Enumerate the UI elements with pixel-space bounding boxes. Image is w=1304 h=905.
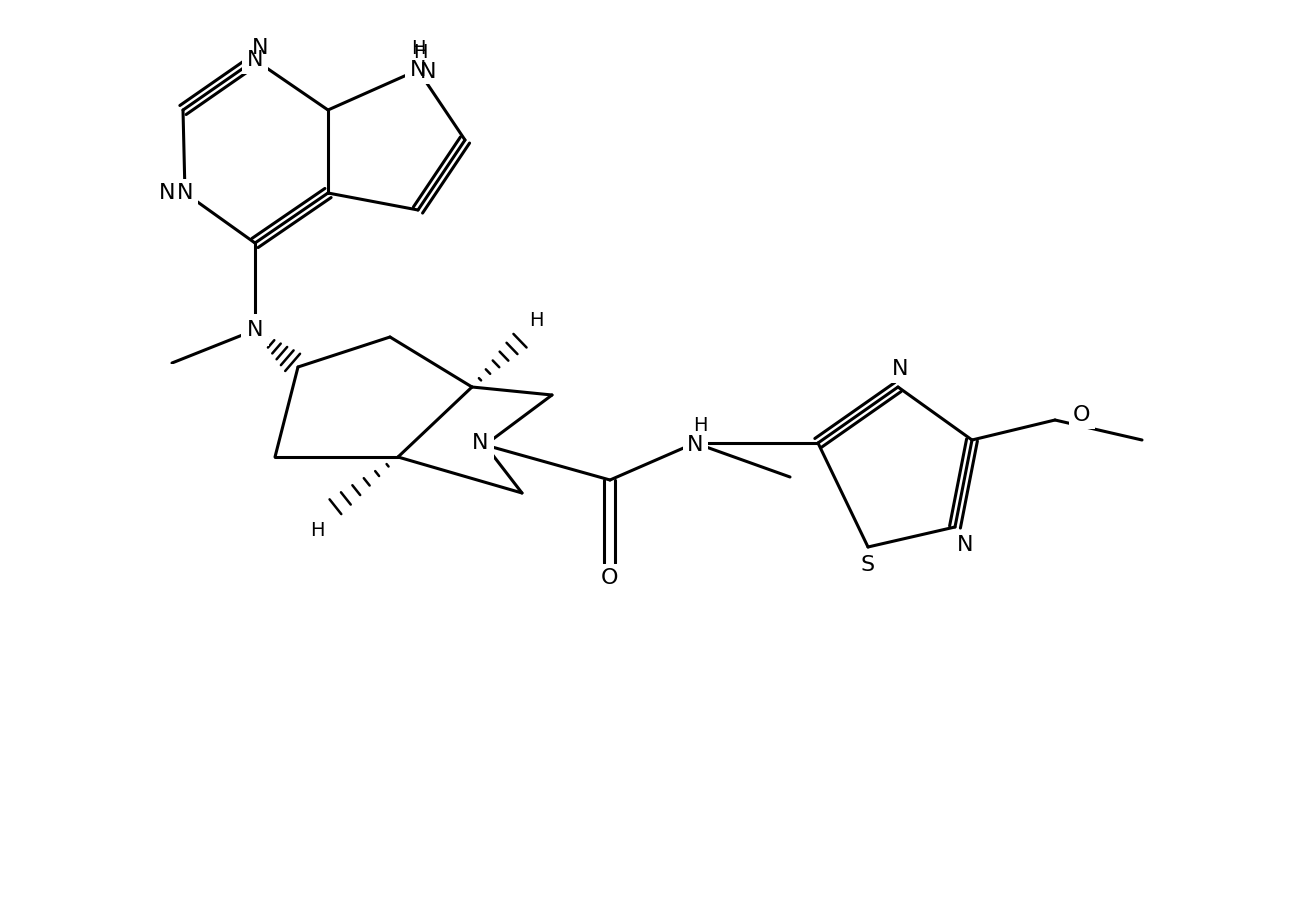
- Text: H: H: [692, 415, 707, 434]
- Text: O: O: [1073, 405, 1090, 425]
- Text: H: H: [413, 43, 428, 62]
- Text: N: N: [472, 433, 488, 453]
- Text: H: H: [528, 311, 544, 330]
- Text: N: N: [177, 183, 193, 203]
- Text: N: N: [687, 435, 703, 455]
- Text: N: N: [409, 60, 426, 80]
- Text: N: N: [957, 535, 973, 555]
- Text: N: N: [472, 433, 488, 453]
- Text: O: O: [1073, 405, 1090, 425]
- Text: N: N: [246, 320, 263, 340]
- Text: N: N: [246, 50, 263, 70]
- Text: S: S: [861, 555, 875, 575]
- Text: N: N: [892, 359, 909, 379]
- Text: H: H: [411, 39, 425, 58]
- Text: H: H: [310, 520, 325, 539]
- Text: N: N: [246, 320, 263, 340]
- Text: N: N: [957, 535, 973, 555]
- Text: H: H: [528, 311, 544, 330]
- Text: N: N: [409, 60, 426, 80]
- Text: methyl: methyl: [136, 366, 203, 385]
- Text: N: N: [252, 38, 269, 58]
- Text: N: N: [687, 435, 703, 455]
- Text: N: N: [159, 183, 175, 203]
- Text: H: H: [692, 415, 707, 434]
- Text: N: N: [892, 359, 909, 379]
- Text: H: H: [411, 39, 425, 58]
- Text: O: O: [601, 568, 619, 588]
- Text: N: N: [420, 62, 437, 82]
- Text: S: S: [861, 555, 875, 575]
- Text: H: H: [310, 520, 325, 539]
- Text: N: N: [177, 183, 193, 203]
- Text: O: O: [601, 568, 619, 588]
- Text: N: N: [246, 50, 263, 70]
